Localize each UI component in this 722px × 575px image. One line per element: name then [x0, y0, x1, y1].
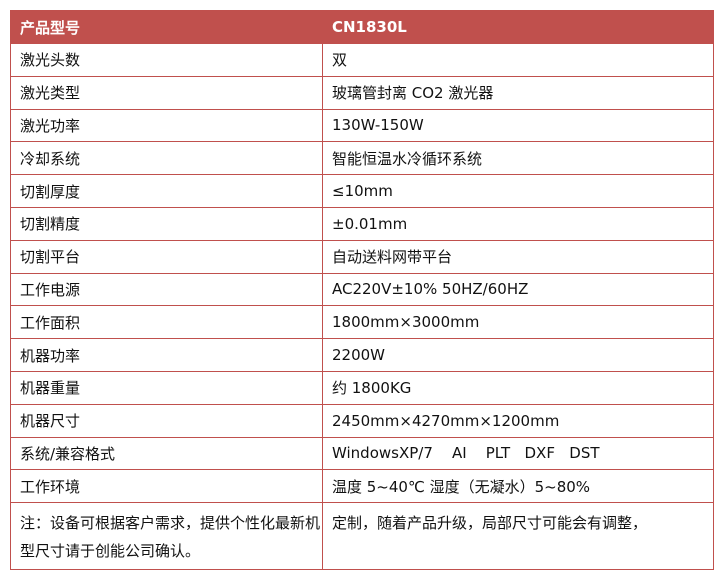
spec-value: 温度 5~40℃ 湿度（无凝水）5~80%: [322, 469, 714, 504]
spec-value: 2450mm×4270mm×1200mm: [322, 403, 714, 438]
table-row: 系统/兼容格式 WindowsXP/7 AI PLT DXF DST: [10, 436, 714, 471]
table-row: 机器尺寸 2450mm×4270mm×1200mm: [10, 403, 714, 438]
table-row: 机器功率 2200W: [10, 338, 714, 372]
table-row: 机器重量约 1800KG: [10, 370, 714, 405]
spec-value: ≤10mm: [322, 174, 714, 208]
spec-value: 1800mm×3000mm: [322, 305, 714, 340]
header-label: 产品型号: [10, 10, 323, 44]
table-row: 冷却系统 智能恒温水冷循环系统: [10, 141, 714, 176]
table-row: 工作环境 温度 5~40℃ 湿度（无凝水）5~80%: [10, 469, 714, 504]
spec-table: 产品型号 CN1830L 激光头数双激光类型 玻璃管封离 CO2 激光器 激光功率 1…: [10, 10, 714, 571]
spec-label: 机器重量: [10, 370, 323, 405]
table-row: 工作面积 1800mm×3000mm: [10, 305, 714, 340]
note-right: 定制，随着产品升级，局部尺寸可能会有调整，: [322, 502, 714, 571]
spec-label: 工作环境: [10, 469, 323, 504]
spec-label: 激光功率: [10, 108, 323, 143]
note-row: 注：设备可根据客户需求，提供个性化最新机型尺寸请于创能公司确认。 定制，随着产品升…: [10, 502, 714, 571]
spec-value: 玻璃管封离 CO2 激光器: [322, 75, 714, 110]
table-row: 切割精度 ±0.01mm: [10, 206, 714, 241]
table-row: 切割平台 自动送料网带平台: [10, 239, 714, 274]
spec-value: 自动送料网带平台: [322, 239, 714, 274]
spec-value: 智能恒温水冷循环系统: [322, 141, 714, 176]
table-row: 切割厚度 ≤10mm: [10, 174, 714, 208]
spec-label: 机器功率: [10, 338, 323, 372]
spec-value: WindowsXP/7 AI PLT DXF DST: [322, 436, 714, 471]
spec-value: ±0.01mm: [322, 206, 714, 241]
table-row: 激光功率 130W-150W: [10, 108, 714, 143]
spec-value: AC220V±10% 50HZ/60HZ: [322, 272, 714, 307]
spec-value: 2200W: [322, 338, 714, 372]
table-row: 激光类型 玻璃管封离 CO2 激光器: [10, 75, 714, 110]
spec-label: 切割厚度: [10, 174, 323, 208]
spec-label: 工作电源: [10, 272, 323, 307]
note-left: 注：设备可根据客户需求，提供个性化最新机型尺寸请于创能公司确认。: [10, 502, 323, 571]
spec-value: 约 1800KG: [322, 370, 714, 405]
spec-label: 切割平台: [10, 239, 323, 274]
spec-label: 冷却系统: [10, 141, 323, 176]
spec-label: 工作面积: [10, 305, 323, 340]
spec-label: 系统/兼容格式: [10, 436, 323, 471]
header-row: 产品型号 CN1830L: [10, 10, 714, 44]
table-row: 工作电源 AC220V±10% 50HZ/60HZ: [10, 272, 714, 307]
spec-label: 激光类型: [10, 75, 323, 110]
spec-label: 激光头数: [10, 43, 323, 77]
table-row: 激光头数双: [10, 43, 714, 77]
spec-label: 切割精度: [10, 206, 323, 241]
header-value: CN1830L: [322, 10, 714, 44]
spec-value: 双: [322, 43, 714, 77]
spec-label: 机器尺寸: [10, 403, 323, 438]
spec-value: 130W-150W: [322, 108, 714, 143]
